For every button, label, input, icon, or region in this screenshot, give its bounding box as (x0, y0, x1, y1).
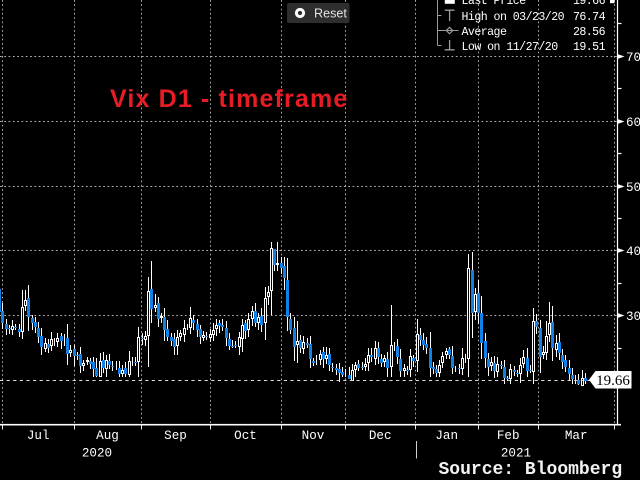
svg-text:19.66: 19.66 (596, 373, 630, 389)
svg-text:Nov: Nov (302, 429, 325, 443)
svg-text:70: 70 (626, 51, 640, 65)
svg-text:60: 60 (626, 116, 640, 130)
svg-text:Aug: Aug (96, 429, 119, 443)
svg-text:76.74: 76.74 (573, 11, 606, 24)
svg-text:2021: 2021 (501, 447, 531, 461)
svg-text:High on 03/23/20: High on 03/23/20 (462, 11, 565, 24)
svg-text:Mar: Mar (565, 429, 588, 443)
svg-text:Source: Bloomberg: Source: Bloomberg (439, 460, 623, 480)
svg-text:Average: Average (462, 26, 507, 39)
svg-text:Sep: Sep (164, 429, 187, 443)
svg-text:19.66: 19.66 (573, 0, 606, 8)
svg-text:Low on 11/27/20: Low on 11/27/20 (462, 41, 559, 54)
svg-text:Jul: Jul (27, 429, 50, 443)
svg-text:40: 40 (626, 245, 640, 259)
svg-text:Feb: Feb (497, 429, 520, 443)
svg-text:19.51: 19.51 (573, 41, 606, 54)
svg-text:30: 30 (626, 310, 640, 324)
svg-text:Last Price: Last Price (462, 0, 527, 8)
svg-text:50: 50 (626, 181, 640, 195)
svg-text:2020: 2020 (82, 447, 112, 461)
svg-text:Vix D1 - timeframe: Vix D1 - timeframe (110, 85, 348, 113)
svg-text:Dec: Dec (369, 429, 392, 443)
svg-text:Reset: Reset (314, 7, 347, 21)
svg-text:28.56: 28.56 (573, 26, 606, 39)
svg-text:Oct: Oct (234, 429, 257, 443)
svg-text:Jan: Jan (435, 429, 458, 443)
